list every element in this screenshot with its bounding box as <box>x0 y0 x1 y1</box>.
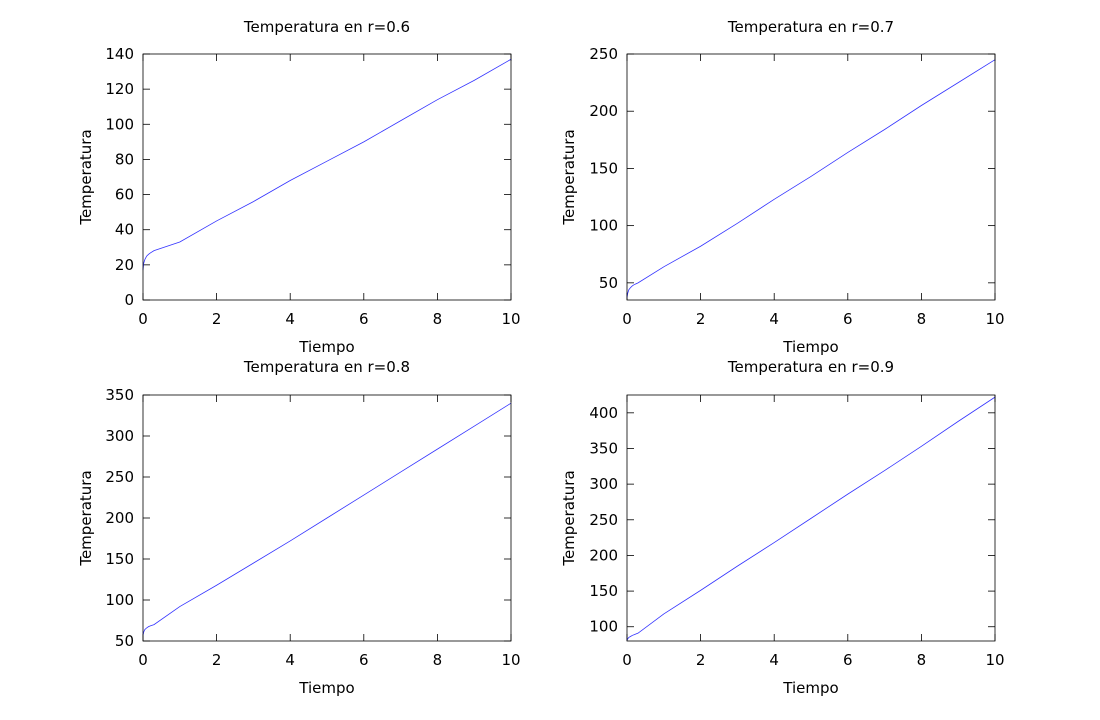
x-tick-label: 0 <box>138 651 148 669</box>
x-tick-label: 6 <box>359 651 369 669</box>
y-tick-label: 350 <box>105 386 134 404</box>
y-tick-label: 200 <box>589 546 618 564</box>
y-tick-label: 120 <box>105 80 134 98</box>
subplot-title: Temperatura en r=0.7 <box>727 18 894 36</box>
y-tick-label: 250 <box>589 45 618 63</box>
x-axis-label: Tiempo <box>298 679 354 697</box>
x-axis-label: Tiempo <box>298 338 354 356</box>
x-tick-label: 10 <box>501 651 520 669</box>
y-axis-label: Temperatura <box>77 470 95 566</box>
x-tick-label: 2 <box>696 651 706 669</box>
y-tick-label: 350 <box>589 439 618 457</box>
x-tick-label: 4 <box>769 651 779 669</box>
y-tick-label: 50 <box>599 274 618 292</box>
y-tick-label: 200 <box>105 509 134 527</box>
y-tick-label: 400 <box>589 404 618 422</box>
ticks-group: 0 2 4 6 8 10 50 100 150 200 250 300 350 <box>105 386 520 669</box>
y-tick-label: 100 <box>589 217 618 235</box>
y-tick-label: 140 <box>105 45 134 63</box>
x-tick-label: 4 <box>285 310 295 328</box>
x-tick-label: 10 <box>985 310 1004 328</box>
series-line <box>626 59 996 298</box>
x-tick-label: 8 <box>917 310 927 328</box>
x-tick-label: 0 <box>622 310 632 328</box>
y-tick-label: 60 <box>115 186 134 204</box>
x-tick-label: 8 <box>433 651 443 669</box>
series-line <box>142 58 512 271</box>
x-tick-label: 2 <box>212 310 222 328</box>
y-axis-label: Temperatura <box>560 129 578 225</box>
x-tick-label: 8 <box>433 310 443 328</box>
subplot-title: Temperatura en r=0.8 <box>243 358 410 376</box>
x-tick-label: 2 <box>696 310 706 328</box>
subplot-title: Temperatura en r=0.9 <box>727 358 894 376</box>
y-tick-label: 80 <box>115 150 134 168</box>
plot-frame <box>626 394 996 642</box>
y-tick-label: 150 <box>589 159 618 177</box>
x-tick-label: 4 <box>285 651 295 669</box>
ticks-group: 0 2 4 6 8 10 100 150 200 250 300 350 400 <box>589 395 1005 669</box>
series-line <box>142 402 512 636</box>
subplot-title: Temperatura en r=0.6 <box>243 18 410 36</box>
y-tick-label: 250 <box>105 468 134 486</box>
x-axis-label: Tiempo <box>782 679 838 697</box>
y-tick-label: 100 <box>589 618 618 636</box>
x-tick-label: 4 <box>769 310 779 328</box>
subplot-r-0-7: Temperatura en r=0.7 Tiempo Temperatura … <box>560 18 1005 356</box>
plot-frame <box>142 394 512 642</box>
y-tick-label: 100 <box>105 115 134 133</box>
ticks-group: 0 2 4 6 8 10 50 100 150 200 250 <box>589 45 1004 328</box>
y-tick-label: 0 <box>124 291 134 309</box>
x-tick-label: 2 <box>212 651 222 669</box>
y-tick-label: 250 <box>589 511 618 529</box>
y-tick-label: 20 <box>115 256 134 274</box>
y-axis-label: Temperatura <box>77 129 95 225</box>
plot-frame <box>626 53 996 301</box>
y-tick-label: 300 <box>589 475 618 493</box>
subplot-r-0-8: Temperatura en r=0.8 Tiempo Temperatura … <box>77 358 521 697</box>
x-tick-label: 10 <box>985 651 1004 669</box>
y-tick-label: 150 <box>105 550 134 568</box>
y-tick-label: 300 <box>105 427 134 445</box>
subplot-r-0-6: Temperatura en r=0.6 Tiempo Temperatura … <box>77 18 521 356</box>
series-line <box>626 396 996 641</box>
x-tick-label: 6 <box>359 310 369 328</box>
x-axis-label: Tiempo <box>782 338 838 356</box>
x-tick-label: 10 <box>501 310 520 328</box>
x-tick-label: 6 <box>843 651 853 669</box>
subplot-r-0-9: Temperatura en r=0.9 Tiempo Temperatura … <box>560 358 1005 697</box>
y-tick-label: 50 <box>115 632 134 650</box>
plot-frame <box>142 53 512 301</box>
y-axis-label: Temperatura <box>560 470 578 566</box>
y-tick-label: 40 <box>115 221 134 239</box>
x-tick-label: 0 <box>622 651 632 669</box>
x-tick-label: 6 <box>843 310 853 328</box>
y-tick-label: 150 <box>589 582 618 600</box>
x-tick-label: 8 <box>917 651 927 669</box>
y-tick-label: 200 <box>589 102 618 120</box>
y-tick-label: 100 <box>105 591 134 609</box>
x-tick-label: 0 <box>138 310 148 328</box>
